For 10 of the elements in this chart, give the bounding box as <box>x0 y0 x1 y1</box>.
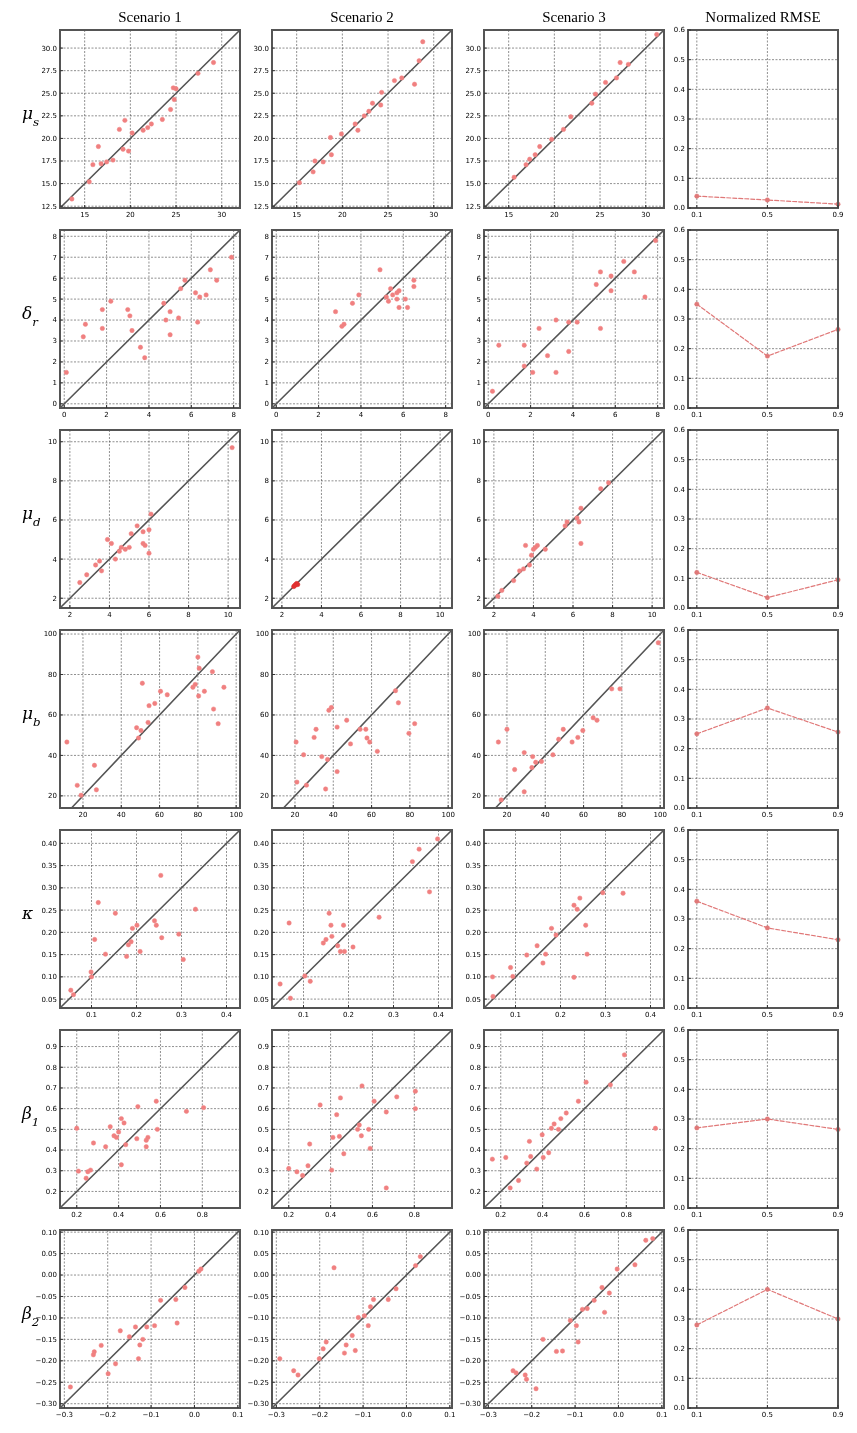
y-axis-title: μ$_{s}$ <box>22 103 40 129</box>
chart-title: Scenario 1 <box>118 9 182 25</box>
y-axis-title: μ$_{d}$ <box>22 503 42 529</box>
chart-title: Normalized RMSE <box>705 9 821 25</box>
y-axis-title: κ <box>21 903 34 923</box>
chart-title: Scenario 3 <box>542 9 606 25</box>
y-axis-title: β$_{1}$ <box>21 1103 40 1129</box>
chart-title: Scenario 2 <box>330 9 394 25</box>
y-axis-title: δ$_{r}$ <box>22 303 40 329</box>
y-axis-title: μ$_{b}$ <box>22 703 41 729</box>
